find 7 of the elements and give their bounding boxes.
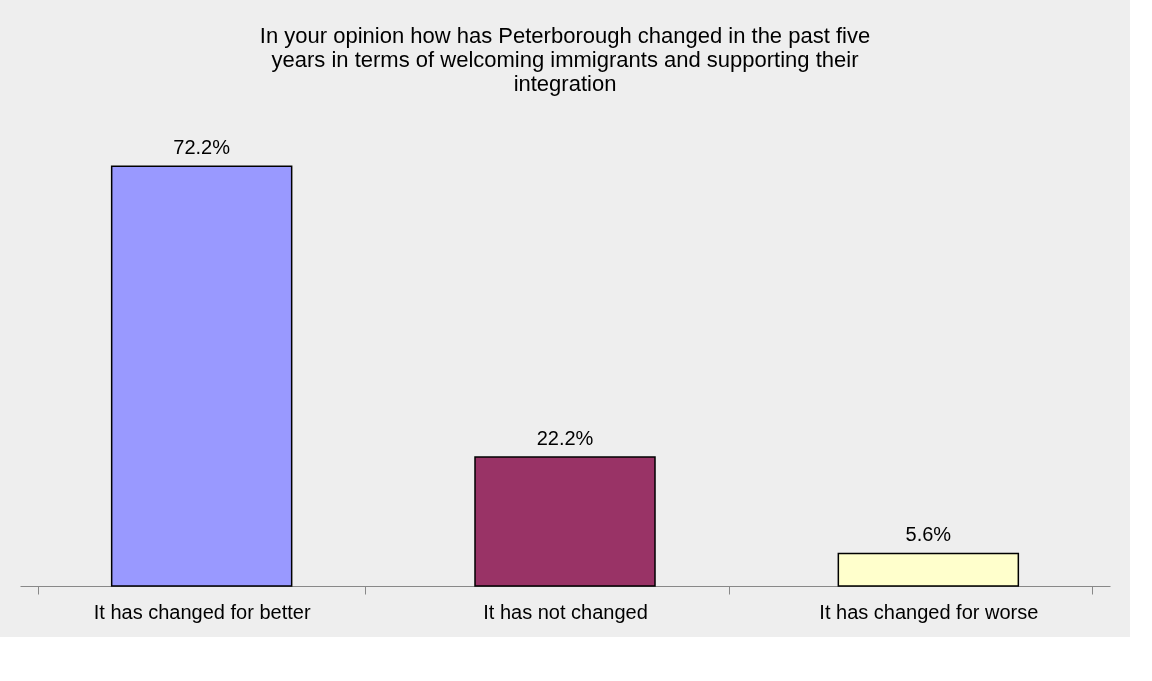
- data-label: 5.6%: [905, 523, 952, 546]
- data-label: 22.2%: [536, 426, 594, 449]
- chart-title: In your opinion how has Peterborough changed in the past five years in terms of welcoming immigrants and supporting their integration: [259, 23, 871, 96]
- data-label: 72.2%: [173, 136, 231, 159]
- x-tick-label: It has changed for better: [93, 600, 311, 623]
- x-tick-label: It has changed for worse: [819, 600, 1039, 623]
- x-tick-label: It has not changed: [483, 600, 648, 623]
